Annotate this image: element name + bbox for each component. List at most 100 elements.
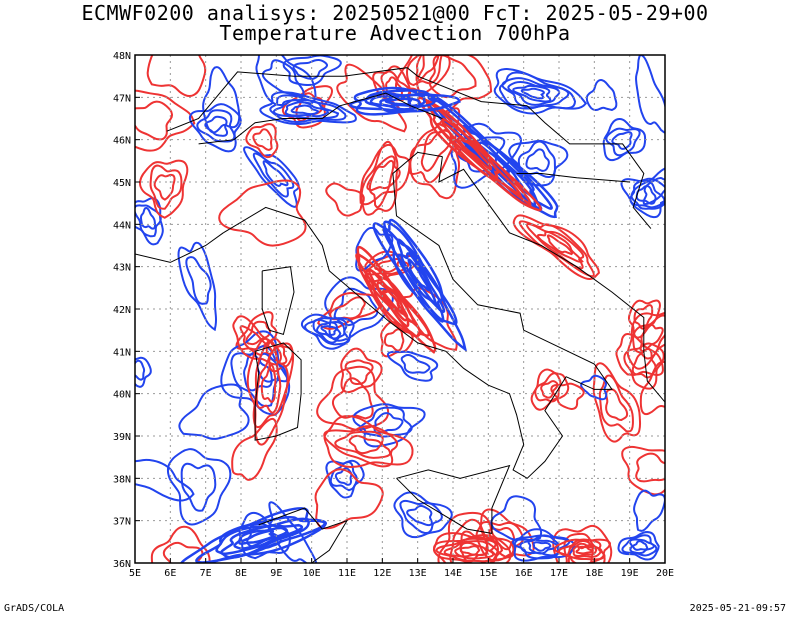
contour-line xyxy=(282,55,342,86)
coastline-path xyxy=(396,464,511,534)
footer-timestamp: 2025-05-21-09:57 xyxy=(689,603,786,614)
contour-line xyxy=(260,364,277,403)
coastline-path xyxy=(261,266,295,336)
contour-line xyxy=(623,342,665,390)
contour-line xyxy=(635,55,665,134)
contour-line xyxy=(621,445,665,496)
lat-tick-label: 37N xyxy=(113,517,131,528)
coastline-path xyxy=(516,173,630,183)
contour-line xyxy=(631,347,657,379)
contour-line xyxy=(231,417,278,481)
latitude-labels: 48N 47N 46N 45N 44N 43N 42N 41N 40N 39N 38N 37N 36N xyxy=(113,51,140,570)
contour-line xyxy=(368,159,395,209)
contour-line xyxy=(320,325,338,336)
lat-tick-label: 46N xyxy=(113,136,131,147)
lon-tick-label: 7E xyxy=(200,568,212,579)
contour-line xyxy=(259,91,357,126)
contour-line xyxy=(520,87,545,100)
contour-line xyxy=(268,501,318,563)
contour-line xyxy=(177,241,218,332)
lat-tick-label: 36N xyxy=(113,559,131,570)
lon-tick-label: 15E xyxy=(479,568,497,579)
contour-line xyxy=(396,238,446,313)
contour-line xyxy=(393,491,453,539)
contour-line xyxy=(376,281,409,322)
contour-line xyxy=(409,129,461,200)
contour-line xyxy=(642,177,665,206)
contour-line xyxy=(630,167,665,210)
contour-line xyxy=(415,55,440,82)
lon-tick-label: 13E xyxy=(409,568,427,579)
contour-line xyxy=(219,523,304,556)
contour-line xyxy=(386,350,439,382)
contour-line xyxy=(138,159,189,219)
lon-tick-label: 18E xyxy=(585,568,603,579)
coastline-path xyxy=(438,156,665,403)
lat-tick-label: 39N xyxy=(113,432,131,443)
contour-line xyxy=(605,127,641,157)
contour-line xyxy=(312,318,346,344)
lon-tick-label: 8E xyxy=(235,568,247,579)
contour-line xyxy=(598,374,634,433)
contour-line xyxy=(394,55,451,94)
contour-line xyxy=(252,128,273,151)
contour-line xyxy=(563,532,606,563)
contour-line xyxy=(135,356,152,388)
contour-line xyxy=(334,430,391,459)
contour-line xyxy=(400,353,431,374)
contour-line xyxy=(557,538,606,561)
contour-line xyxy=(605,388,629,422)
contour-line xyxy=(575,545,593,555)
contour-line xyxy=(443,540,495,560)
contour-line xyxy=(633,489,665,532)
contour-line xyxy=(325,459,365,499)
contour-line xyxy=(348,434,382,455)
contour-line xyxy=(628,538,656,555)
lon-tick-label: 11E xyxy=(338,568,356,579)
contour-line xyxy=(459,545,481,556)
contour-line xyxy=(536,230,584,263)
contour-line xyxy=(532,541,552,552)
contour-line xyxy=(525,148,550,172)
lat-tick-label: 40N xyxy=(113,390,131,401)
contour-line xyxy=(367,268,415,328)
contour-line xyxy=(437,511,512,563)
contour-line xyxy=(632,540,649,551)
lon-tick-label: 20E xyxy=(656,568,674,579)
contour-line xyxy=(135,204,162,238)
contour-line xyxy=(567,544,594,563)
contour-line xyxy=(166,448,232,526)
contour-line xyxy=(546,234,574,256)
lon-tick-label: 10E xyxy=(303,568,321,579)
contour-line xyxy=(457,136,493,171)
contour-line xyxy=(188,103,242,153)
contour-line xyxy=(218,179,307,247)
lat-tick-label: 45N xyxy=(113,178,131,189)
contour-line xyxy=(639,360,665,416)
lat-tick-label: 38N xyxy=(113,474,131,485)
lat-tick-label: 43N xyxy=(113,263,131,274)
lon-tick-label: 19E xyxy=(621,568,639,579)
contour-line xyxy=(135,359,146,381)
contour-line xyxy=(359,406,413,438)
contour-line xyxy=(493,68,588,115)
contour-line xyxy=(635,452,665,483)
contour-line xyxy=(255,55,317,107)
contour-line xyxy=(592,362,642,443)
contour-line xyxy=(534,372,562,403)
contour-line xyxy=(290,104,320,116)
coastlines xyxy=(135,67,665,563)
contour-line xyxy=(416,55,493,113)
contour-line xyxy=(238,529,275,545)
footer-software: GrADS/COLA xyxy=(4,603,65,614)
contour-line xyxy=(355,253,431,338)
contour-line xyxy=(552,524,613,563)
map-title: ECMWF0200 analisys: 20250521@00 FcT: 202… xyxy=(81,1,709,25)
contour-line xyxy=(255,350,282,414)
contour-line xyxy=(435,537,498,563)
contour-line xyxy=(300,313,355,350)
contour-line xyxy=(399,499,443,535)
lat-tick-label: 48N xyxy=(113,51,131,62)
contour-line xyxy=(344,359,374,386)
